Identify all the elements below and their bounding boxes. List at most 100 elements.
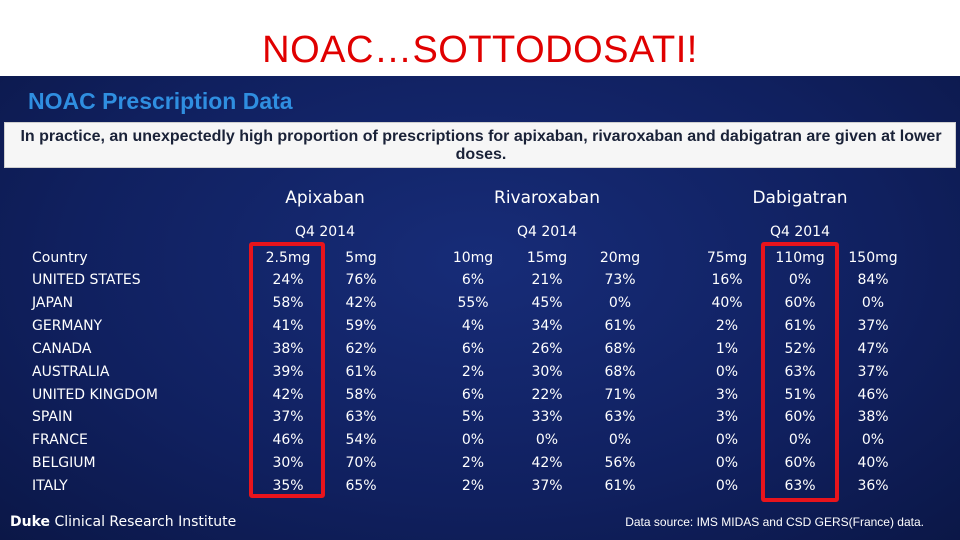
table-cell: 39% (272, 364, 304, 380)
table-cell: 22% (531, 387, 563, 403)
table-cell: 26% (531, 341, 563, 357)
country-label: FRANCE (32, 432, 88, 448)
period-apixaban: Q4 2014 (294, 224, 355, 240)
table-cell: 37% (857, 364, 889, 380)
dose-header: 10mg (452, 250, 494, 266)
dose-header: 75mg (706, 250, 748, 266)
table-cell: 2% (715, 318, 739, 334)
table-cell: 55% (457, 295, 489, 311)
table-cell: 33% (531, 409, 563, 425)
drug-title-dabigatran: Dabigatran (752, 188, 848, 208)
table-cell: 37% (272, 409, 304, 425)
table-cell: 0% (861, 432, 885, 448)
table-cell: 42% (345, 295, 377, 311)
table-cell: 40% (857, 455, 889, 471)
slide-title: NOAC…SOTTODOSATI! (262, 29, 698, 71)
table-cell: 34% (531, 318, 563, 334)
table-cell: 37% (531, 478, 563, 494)
table-cell: 42% (531, 455, 563, 471)
dose-header: 15mg (526, 250, 568, 266)
table-cell: 0% (861, 295, 885, 311)
table-cell: 60% (784, 409, 816, 425)
table-cell: 5% (461, 409, 485, 425)
country-header: Country (32, 250, 88, 266)
table-cell: 30% (272, 455, 304, 471)
dose-header: 20mg (599, 250, 641, 266)
table-cell: 63% (784, 364, 816, 380)
table-cell: 0% (715, 364, 739, 380)
table-cell: 56% (604, 455, 636, 471)
table-cell: 46% (272, 432, 304, 448)
highlight-box-apixaban-2.5mg (249, 242, 325, 498)
table-cell: 52% (784, 341, 816, 357)
table-cell: 51% (784, 387, 816, 403)
table-cell: 63% (345, 409, 377, 425)
table-cell: 24% (272, 272, 304, 288)
table-cell: 61% (784, 318, 816, 334)
footer-logo: Duke Clinical Research Institute (10, 512, 236, 532)
country-label: SPAIN (32, 409, 73, 425)
table-cell: 0% (788, 272, 812, 288)
table-cell: 60% (784, 455, 816, 471)
table-cell: 46% (857, 387, 889, 403)
table-cell: 21% (531, 272, 563, 288)
table-cell: 40% (711, 295, 743, 311)
table-cell: 6% (461, 341, 485, 357)
table-cell: 63% (784, 478, 816, 494)
table-cell: 68% (604, 341, 636, 357)
table-cell: 58% (272, 295, 304, 311)
country-label: AUSTRALIA (32, 364, 110, 380)
table-cell: 0% (608, 295, 632, 311)
dose-header: 2.5mg (265, 250, 311, 266)
table-cell: 71% (604, 387, 636, 403)
table-cell: 6% (461, 272, 485, 288)
table-cell: 4% (461, 318, 485, 334)
dose-header: 5mg (345, 250, 377, 266)
table-cell: 63% (604, 409, 636, 425)
table-cell: 0% (461, 432, 485, 448)
table-cell: 61% (604, 478, 636, 494)
country-label: GERMANY (32, 318, 103, 334)
period-dabigatran: Q4 2014 (769, 224, 830, 240)
panel-title: NOAC Prescription Data (28, 88, 293, 114)
table-cell: 76% (345, 272, 377, 288)
dose-header: 110mg (775, 250, 825, 266)
drug-title-apixaban: Apixaban (285, 188, 365, 208)
table-cell: 47% (857, 341, 889, 357)
highlight-box-dabigatran-110mg (761, 242, 839, 502)
table-cell: 61% (345, 364, 377, 380)
country-label: UNITED KINGDOM (32, 387, 158, 403)
table-cell: 2% (461, 478, 485, 494)
footer-brand: Duke (10, 514, 51, 530)
table-cell: 1% (715, 341, 739, 357)
table-cell: 0% (715, 478, 739, 494)
table-cell: 3% (715, 409, 739, 425)
table-cell: 65% (345, 478, 377, 494)
table-cell: 54% (345, 432, 377, 448)
table-cell: 60% (784, 295, 816, 311)
footer-institute: Clinical Research Institute (54, 514, 237, 530)
country-label: UNITED STATES (32, 272, 141, 288)
table-cell: 0% (788, 432, 812, 448)
table-cell: 0% (715, 455, 739, 471)
table-cell: 41% (272, 318, 304, 334)
table-cell: 6% (461, 387, 485, 403)
table-cell: 62% (345, 341, 377, 357)
country-label: ITALY (32, 478, 68, 494)
table-cell: 84% (857, 272, 889, 288)
table-cell: 70% (345, 455, 377, 471)
table-cell: 3% (715, 387, 739, 403)
table-cell: 68% (604, 364, 636, 380)
table-cell: 42% (272, 387, 304, 403)
table-cell: 0% (535, 432, 559, 448)
table-cell: 59% (345, 318, 377, 334)
table-cell: 0% (608, 432, 632, 448)
table-cell: 38% (857, 409, 889, 425)
dose-header: 150mg (848, 250, 898, 266)
country-label: CANADA (32, 341, 92, 357)
table-cell: 30% (531, 364, 563, 380)
table-cell: 37% (857, 318, 889, 334)
drug-title-rivaroxaban: Rivaroxaban (494, 188, 600, 208)
table-cell: 2% (461, 455, 485, 471)
table-cell: 73% (604, 272, 636, 288)
